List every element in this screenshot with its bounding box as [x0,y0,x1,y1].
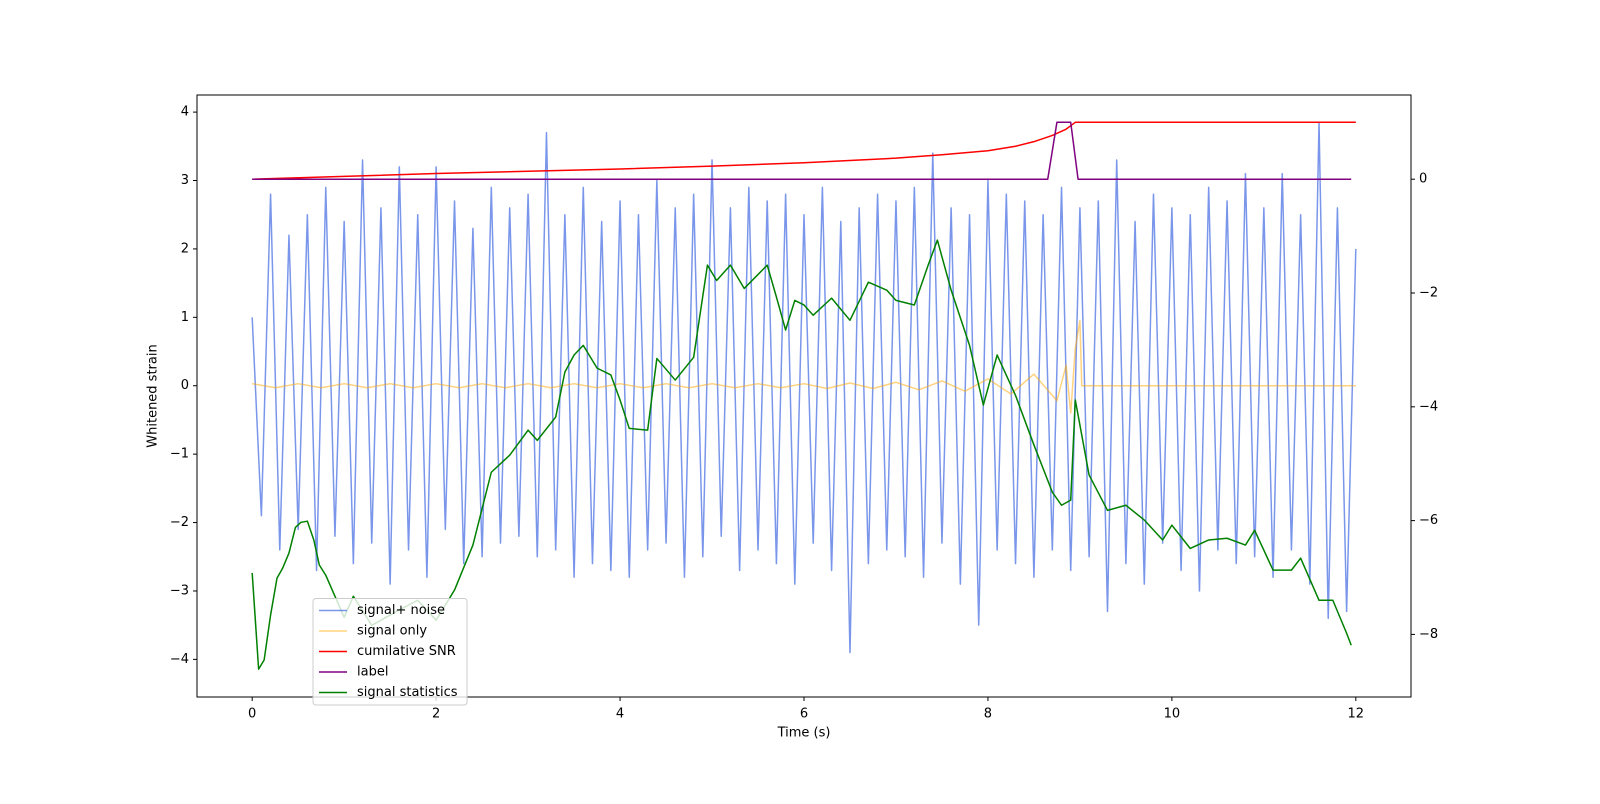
plot-area [251,121,1357,670]
y-tick-label: 1 [181,310,189,325]
legend-label: label [357,665,388,680]
y-tick-label: 3 [181,173,189,188]
x-tick-label: 2 [432,707,440,722]
series-line [252,121,1356,180]
y-tick-label: 4 [181,105,189,120]
legend-label: cumilative SNR [357,644,456,659]
series-line [252,320,1356,414]
x-axis-label: Time (s) [777,726,831,741]
y-tick-label: −2 [170,515,189,530]
y2-tick-label: 0 [1419,172,1427,187]
y2-tick-label: −8 [1419,627,1438,642]
series-line [251,121,1357,654]
x-tick-label: 8 [984,707,992,722]
legend-box [312,598,468,706]
legend-label: signal+ noise [357,603,445,618]
x-tick-label: 12 [1348,707,1365,722]
y2-tick-label: −6 [1419,513,1438,528]
x-tick-label: 6 [800,707,808,722]
y-tick-label: −4 [170,652,189,667]
y-tick-label: 0 [181,378,189,393]
x-tick-label: 10 [1164,707,1181,722]
legend-label: signal statistics [357,685,458,700]
x-tick-label: 0 [248,707,256,722]
series-line [252,121,1352,180]
x-tick-label: 4 [616,707,624,722]
y-tick-label: 2 [181,241,189,256]
y2-tick-label: −4 [1419,399,1438,414]
y-axis-label: Whitened strain [146,344,161,447]
y2-tick-label: −2 [1419,286,1438,301]
legend-label: signal only [357,624,427,639]
y-tick-label: −3 [170,583,189,598]
y-tick-label: −1 [170,447,189,462]
